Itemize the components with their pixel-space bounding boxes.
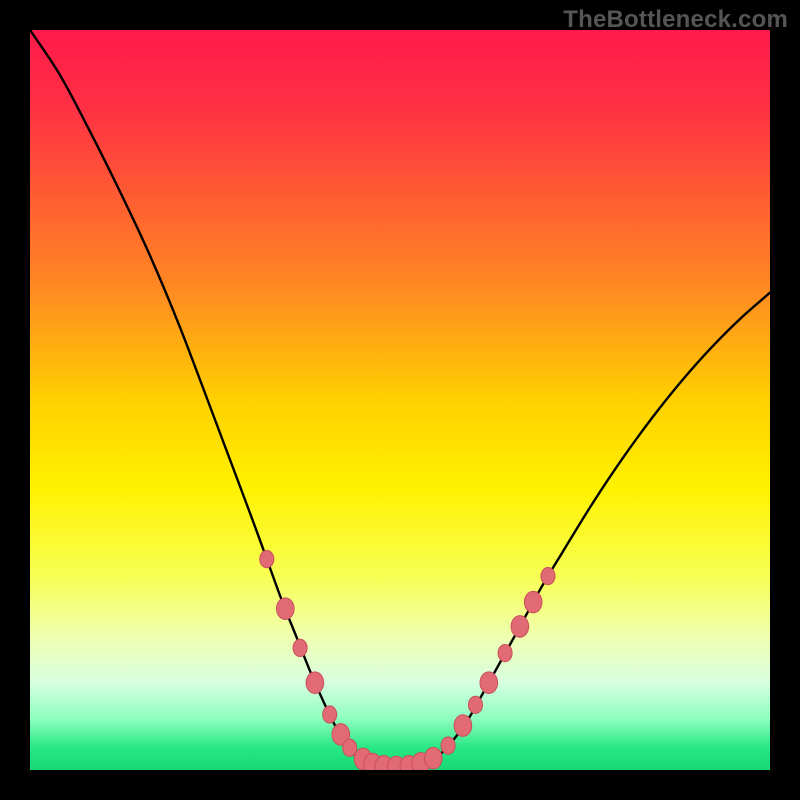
curve-marker — [441, 737, 455, 754]
curve-marker — [293, 639, 307, 656]
chart-frame: TheBottleneck.com — [0, 0, 800, 800]
curve-marker — [323, 706, 337, 723]
curve-marker — [260, 550, 274, 567]
curve-marker — [306, 672, 324, 694]
curve-marker — [454, 715, 472, 737]
curve-marker — [498, 644, 512, 661]
curve-marker — [277, 598, 295, 620]
gradient-background — [30, 30, 770, 770]
curve-marker — [425, 747, 443, 769]
plot-svg — [30, 30, 770, 770]
curve-marker — [343, 739, 357, 756]
curve-marker — [468, 696, 482, 713]
curve-marker — [541, 567, 555, 584]
watermark-text: TheBottleneck.com — [563, 6, 788, 34]
curve-marker — [480, 672, 498, 694]
curve-marker — [524, 591, 542, 613]
curve-marker — [511, 616, 529, 638]
plot-area — [30, 30, 770, 770]
